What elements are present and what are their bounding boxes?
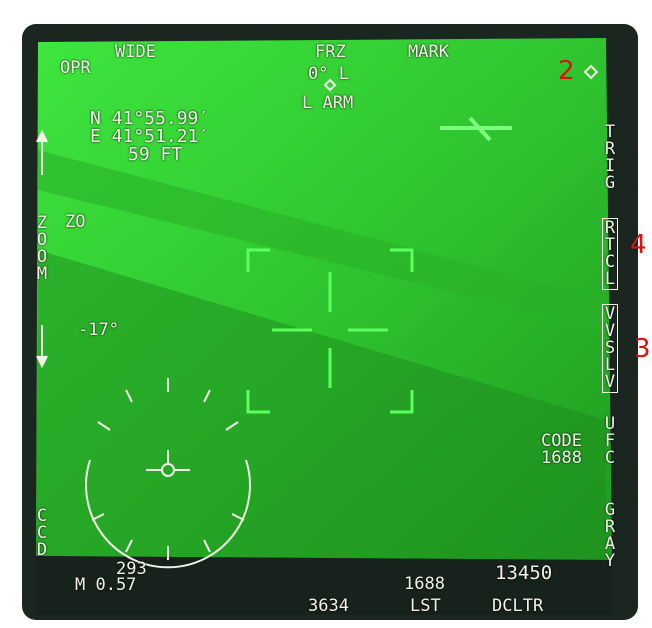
annotation: 2 (558, 56, 575, 86)
angle: 0° L (308, 64, 349, 84)
zoom-level: ZO (65, 212, 86, 232)
annotation: 3 (634, 334, 651, 364)
annotation: 4 (630, 230, 647, 260)
mach: M 0.57 (75, 575, 137, 595)
mode: OPR (60, 58, 91, 78)
reticle (246, 248, 414, 414)
mark: MARK (408, 42, 449, 62)
lst-button[interactable]: LST (410, 596, 441, 616)
heading: 293 (116, 559, 147, 579)
trig-button[interactable]: TRIG (604, 122, 616, 193)
bottom-strip (36, 556, 612, 615)
zoom-button[interactable]: ZOOM (36, 213, 48, 284)
arm: L ARM (302, 93, 354, 113)
slew-arrows (36, 64, 599, 369)
elevation: 59 FT (128, 144, 183, 165)
north-arrow (440, 116, 512, 142)
terrain-band (38, 150, 606, 330)
terrain-band (36, 250, 606, 560)
range: 3634 (308, 596, 349, 616)
latitude: N 41°55.99′ (90, 108, 210, 129)
laser-code: 1688 (404, 574, 445, 594)
longitude: E 41°51.21′ (90, 126, 210, 147)
horizon-indicator (85, 378, 251, 569)
code-label: CODE (541, 431, 582, 451)
ccd-button[interactable]: CCD (36, 506, 48, 560)
depression: -17° (78, 320, 119, 340)
ufc-button[interactable]: UFC (604, 414, 616, 468)
fov: WIDE (115, 42, 156, 62)
vvslv-button[interactable]: VVSLV (602, 304, 618, 393)
rtcl-button[interactable]: RTCL (602, 218, 618, 290)
code-value: 1688 (541, 448, 582, 468)
altitude: 13450 (495, 562, 553, 584)
freeze: FRZ (315, 42, 346, 62)
gray-button[interactable]: GRAY (604, 500, 616, 571)
dcltr-button[interactable]: DCLTR (492, 596, 544, 616)
